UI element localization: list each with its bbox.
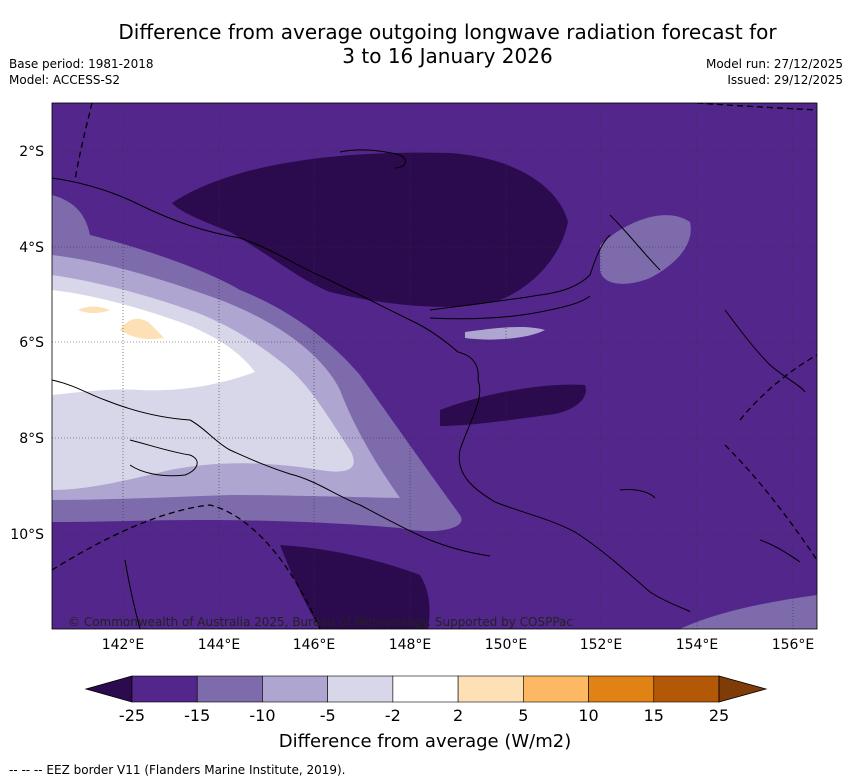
coast-fly-river <box>129 439 198 477</box>
field-weak-negative-central <box>465 326 545 340</box>
colorbar-segment <box>588 675 655 703</box>
copyright-note: © Commonwealth of Australia 2025, Bureau… <box>68 615 573 629</box>
field-neutral <box>52 290 255 395</box>
field-moderate-negative-east <box>600 215 691 284</box>
coast-islands-se <box>619 489 656 499</box>
lon-label: 144°E <box>198 637 241 653</box>
lat-label: 8°S <box>19 431 44 447</box>
colorbar-labels: -25 -15 -10 -5 -2 2 5 10 15 25 <box>119 706 729 725</box>
longitude-labels: 142°E 144°E 146°E 148°E 150°E 152°E 154°E 156°E <box>102 637 815 653</box>
colorbar-segment <box>457 675 524 703</box>
colorbar-label: -25 <box>119 706 145 725</box>
latitude-labels: 2°S 4°S 6°S 8°S 10°S <box>10 144 44 543</box>
lat-label: 6°S <box>19 335 44 351</box>
field-positive-patch-2 <box>78 306 110 313</box>
colorbar-segment <box>327 675 394 703</box>
lat-label: 4°S <box>19 240 44 256</box>
eez-border-ne <box>696 103 817 111</box>
eez-border-se <box>724 444 817 561</box>
colorbar-segment <box>653 675 720 703</box>
colorbar-segment <box>523 675 589 703</box>
footer-note: -- -- -- EEZ border V11 (Flanders Marine… <box>9 763 346 777</box>
colorbar-label: 10 <box>578 706 598 725</box>
field-positive-patch-1 <box>120 318 164 340</box>
lon-label: 152°E <box>580 637 623 653</box>
map-frame <box>51 102 818 630</box>
meta-left: Base period: 1981-2018 Model: ACCESS-S2 <box>9 56 154 88</box>
meta-right: Model run: 27/12/2025 Issued: 29/12/2025 <box>706 56 843 88</box>
colorbar-label: -15 <box>184 706 210 725</box>
lon-label: 156°E <box>772 637 815 653</box>
field-strong-negative-central <box>440 384 586 426</box>
anomaly-field <box>52 103 817 629</box>
coastlines <box>52 149 806 629</box>
lon-label: 142°E <box>102 637 145 653</box>
coast-cape-york <box>124 559 141 629</box>
field-strong-negative-south <box>280 545 430 629</box>
coast-new-britain <box>429 234 611 320</box>
field-strong-negative-north <box>172 152 568 307</box>
coast-bougainville <box>724 309 806 393</box>
model-name: Model: ACCESS-S2 <box>9 73 121 87</box>
colorbar <box>84 675 768 703</box>
eez-borders <box>52 103 817 629</box>
title-line-2: 3 to 16 January 2026 <box>342 44 553 68</box>
colorbar-label: -10 <box>249 706 275 725</box>
colorbar-segment <box>131 675 198 703</box>
field-moderate-negative-southeast <box>680 595 817 629</box>
base-period: Base period: 1981-2018 <box>9 57 154 71</box>
title-line-1: Difference from average outgoing longwav… <box>118 20 777 44</box>
coast-new-guinea-south <box>52 379 491 557</box>
model-run: Model run: 27/12/2025 <box>705 57 843 71</box>
colorbar-title: Difference from average (W/m2) <box>279 731 571 752</box>
coast-new-guinea-north <box>52 177 691 613</box>
eez-border-nw <box>74 103 93 181</box>
graticule <box>52 103 817 629</box>
colorbar-label: 25 <box>709 706 729 725</box>
colorbar-label: 5 <box>518 706 528 725</box>
issued-date: Issued: 29/12/2025 <box>727 73 843 87</box>
colorbar-segment <box>392 675 459 703</box>
coast-new-ireland <box>609 214 661 271</box>
lon-label: 154°E <box>676 637 719 653</box>
colorbar-extend-high <box>718 675 768 703</box>
colorbar-label: -2 <box>385 706 401 725</box>
lon-label: 150°E <box>485 637 528 653</box>
lat-label: 10°S <box>10 527 44 543</box>
eez-border-e <box>739 354 817 421</box>
colorbar-segment <box>196 675 263 703</box>
lon-label: 146°E <box>293 637 336 653</box>
coast-manus <box>339 149 406 169</box>
colorbar-label: 2 <box>453 706 463 725</box>
colorbar-label: -5 <box>320 706 336 725</box>
colorbar-segment <box>262 675 328 703</box>
chart-title: Difference from average outgoing longwav… <box>90 20 805 68</box>
colorbar-label: 15 <box>644 706 664 725</box>
coast-islands-e <box>759 539 801 563</box>
eez-border-sw <box>52 504 321 629</box>
lon-label: 148°E <box>389 637 432 653</box>
lat-label: 2°S <box>19 144 44 160</box>
colorbar-extend-low <box>84 675 133 703</box>
